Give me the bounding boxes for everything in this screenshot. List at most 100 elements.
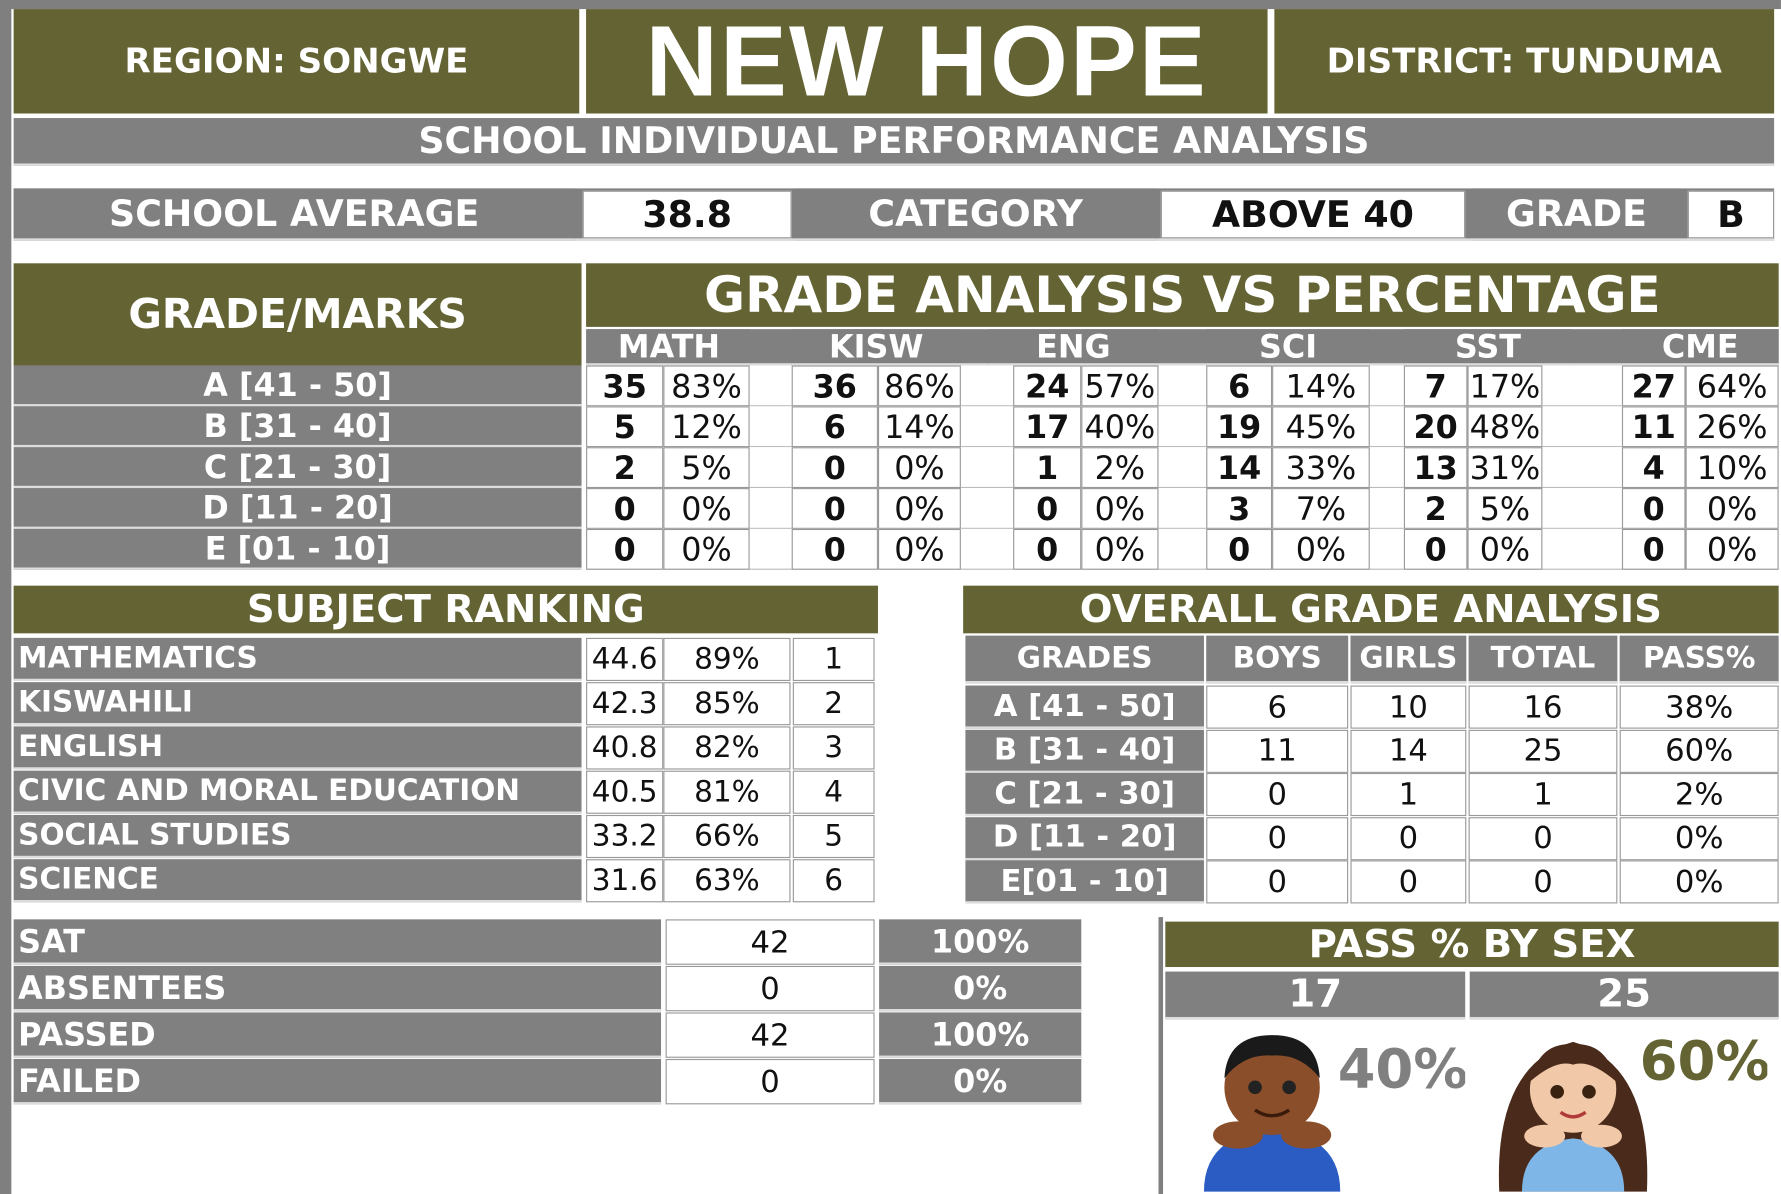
- category-label: CATEGORY: [795, 188, 1157, 241]
- grade-percent: 17%: [1467, 365, 1543, 407]
- grade-count: 0: [1013, 488, 1082, 529]
- overall-value: 1: [1468, 772, 1618, 817]
- grade-value: B: [1687, 190, 1775, 239]
- subject-average: 31.6: [586, 859, 664, 903]
- grade-count: 14: [1206, 447, 1273, 489]
- grade-percent: 0%: [877, 528, 961, 570]
- overall-value: 6: [1206, 685, 1349, 729]
- overall-value: 0: [1350, 816, 1467, 860]
- grade-count: 2: [586, 447, 664, 489]
- overall-grade: B [31 - 40]: [965, 729, 1204, 773]
- grade-count: 0: [1206, 528, 1273, 570]
- grade-percent: 40%: [1081, 406, 1159, 448]
- grade-count: 3: [1206, 488, 1273, 529]
- grade-count: 0: [1403, 528, 1468, 570]
- overall-grade: A [41 - 50]: [965, 685, 1204, 729]
- grade-row-bg: [586, 488, 1779, 529]
- frame-top: [0, 0, 1781, 10]
- boys-percent: 40%: [1340, 1037, 1466, 1101]
- grade-count: 0: [586, 488, 664, 529]
- attendance-count: 0: [665, 965, 875, 1012]
- overall-value: 0%: [1619, 816, 1779, 860]
- subject-average: 40.5: [586, 770, 664, 814]
- subject-average: 33.2: [586, 814, 664, 859]
- grade-count: 0: [1621, 528, 1686, 570]
- grade-count: 0: [791, 528, 878, 570]
- district: DISTRICT: TUNDUMA: [1274, 9, 1775, 114]
- grade-percent: 0%: [1272, 528, 1370, 570]
- average-value: 38.8: [582, 190, 792, 239]
- region: REGION: SONGWE: [13, 9, 580, 114]
- subject-average: 40.8: [586, 726, 664, 770]
- grade-label: D [11 - 20]: [13, 488, 582, 529]
- subject-percent: 85%: [663, 682, 791, 726]
- grade-percent: 0%: [1685, 488, 1779, 529]
- subject-header: CME: [1621, 329, 1779, 366]
- grade-percent: 31%: [1467, 447, 1543, 489]
- grade-count: 0: [1621, 488, 1686, 529]
- grade-count: 27: [1621, 365, 1686, 407]
- overall-value: 11: [1206, 729, 1349, 773]
- overall-grade: D [11 - 20]: [965, 816, 1204, 860]
- grade-count: 2: [1403, 488, 1468, 529]
- grade-percent: 0%: [1081, 528, 1159, 570]
- grade-label: C [21 - 30]: [13, 447, 582, 489]
- overall-value: 0: [1206, 860, 1349, 904]
- grade-count: 17: [1013, 406, 1082, 448]
- attendance-percent: 0%: [879, 1058, 1082, 1105]
- overall-value: 16: [1468, 685, 1618, 729]
- subject-name: SOCIAL STUDIES: [13, 814, 582, 859]
- grade-marks-header: GRADE/MARKS: [13, 263, 582, 366]
- grade-percent: 0%: [877, 447, 961, 489]
- grade-percent: 0%: [1685, 528, 1779, 570]
- attendance-percent: 0%: [879, 965, 1082, 1012]
- subject-average: 42.3: [586, 682, 664, 726]
- school-name: NEW HOPE: [586, 9, 1268, 114]
- grade-label: B [31 - 40]: [13, 406, 582, 448]
- subject-header-band: [586, 329, 1779, 366]
- grade-percent: 64%: [1685, 365, 1779, 407]
- grade-label: GRADE: [1471, 188, 1681, 241]
- subject-name: MATHEMATICS: [13, 637, 582, 681]
- overall-value: 0: [1206, 816, 1349, 860]
- subject-name: KISWAHILI: [13, 682, 582, 726]
- grade-percent: 2%: [1081, 447, 1159, 489]
- overall-header: PASS%: [1619, 635, 1779, 684]
- subject-header: SST: [1403, 329, 1572, 366]
- grade-percent: 0%: [663, 488, 750, 529]
- grade-label: A [41 - 50]: [13, 365, 582, 407]
- grade-count: 13: [1403, 447, 1468, 489]
- attendance-count: 42: [665, 919, 875, 965]
- overall-value: 10: [1350, 685, 1467, 729]
- grade-count: 4: [1621, 447, 1686, 489]
- girls-count: 25: [1469, 971, 1779, 1020]
- grade-percent: 86%: [877, 365, 961, 407]
- grade-count: 11: [1621, 406, 1686, 448]
- grade-percent: 33%: [1272, 447, 1370, 489]
- overall-value: 0: [1468, 860, 1618, 904]
- overall-value: 38%: [1619, 685, 1779, 729]
- attendance-count: 42: [665, 1012, 875, 1058]
- attendance-percent: 100%: [879, 919, 1082, 965]
- grade-count: 6: [1206, 365, 1273, 407]
- grade-count: 0: [586, 528, 664, 570]
- subject-header: MATH: [588, 329, 750, 366]
- overall-value: 60%: [1619, 729, 1779, 773]
- subject-percent: 81%: [663, 770, 791, 814]
- attendance-label: PASSED: [13, 1012, 662, 1058]
- attendance-label: SAT: [13, 919, 662, 965]
- overall-value: 25: [1468, 729, 1618, 773]
- subject-rank: 6: [792, 859, 875, 903]
- grade-count: 24: [1013, 365, 1082, 407]
- grade-percent: 0%: [1081, 488, 1159, 529]
- grade-count: 0: [1013, 528, 1082, 570]
- grade-count: 7: [1403, 365, 1468, 407]
- grade-percent: 5%: [1467, 488, 1543, 529]
- subject-percent: 89%: [663, 637, 791, 681]
- overall-value: 0: [1468, 816, 1618, 860]
- grade-count: 19: [1206, 406, 1273, 448]
- overall-title: OVERALL GRADE ANALYSIS: [963, 585, 1779, 634]
- frame-left: [0, 0, 12, 1194]
